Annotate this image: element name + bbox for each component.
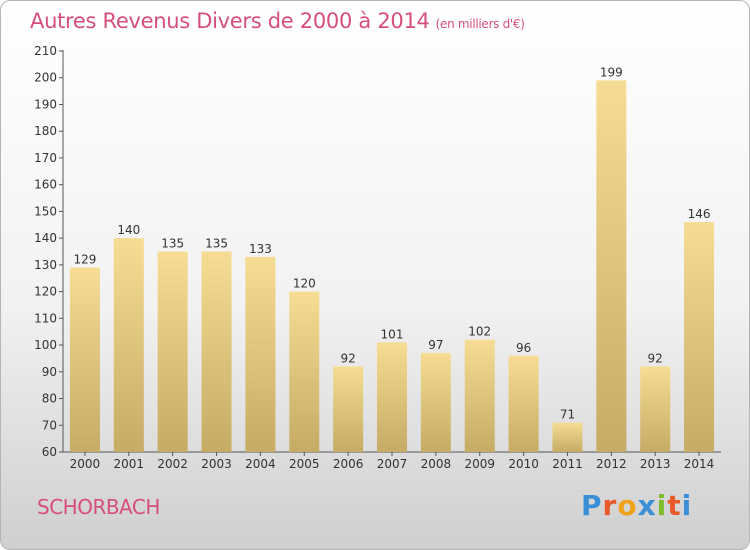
x-tick-label: 2001	[114, 457, 145, 471]
y-tick-label: 190	[34, 97, 57, 111]
x-tick-label: 2003	[201, 457, 232, 471]
y-tick-label: 170	[34, 151, 57, 165]
y-tick-label: 140	[34, 231, 57, 245]
logo-letter: i	[656, 489, 668, 522]
y-tick-label: 210	[34, 44, 57, 58]
x-tick-label: 2002	[157, 457, 188, 471]
x-tick-label: 2006	[333, 457, 364, 471]
bar	[552, 422, 583, 452]
data-label: 102	[468, 325, 491, 339]
x-tick-label: 2012	[596, 457, 627, 471]
town-name: SCHORBACH	[37, 495, 160, 519]
bar	[596, 80, 627, 452]
y-tick-label: 90	[42, 365, 57, 379]
bar	[420, 353, 451, 452]
logo-letter: o	[617, 489, 638, 522]
data-label: 101	[381, 327, 404, 341]
x-tick-label: 2000	[70, 457, 101, 471]
logo-letter: i	[681, 489, 693, 522]
logo-letter: P	[581, 489, 603, 522]
data-label: 129	[73, 253, 96, 267]
y-tick-label: 80	[42, 392, 57, 406]
chart-title-text: Autres Revenus Divers de 2000 à 2014	[30, 9, 430, 33]
x-tick-label: 2009	[464, 457, 495, 471]
bar	[377, 342, 407, 452]
logo-letter: r	[602, 489, 618, 522]
x-tick-label: 2007	[377, 457, 408, 471]
data-label: 133	[249, 242, 272, 256]
data-label: 199	[600, 65, 623, 79]
y-tick-label: 200	[34, 71, 57, 85]
proxiti-logo: Proxiti	[581, 489, 692, 522]
x-tick-label: 2010	[508, 457, 539, 471]
chart-title: Autres Revenus Divers de 2000 à 2014 (en …	[30, 9, 525, 33]
x-tick-label: 2008	[421, 457, 452, 471]
data-label: 96	[516, 341, 531, 355]
bar	[464, 339, 495, 452]
y-tick-label: 110	[34, 311, 57, 325]
data-label: 97	[428, 338, 443, 352]
y-tick-label: 130	[34, 258, 57, 272]
chart-unit: (en milliers d'€)	[435, 17, 525, 31]
data-label: 120	[293, 277, 316, 291]
logo-letter: t	[667, 489, 682, 522]
y-tick-label: 150	[34, 204, 57, 218]
bar	[157, 251, 188, 452]
data-label: 71	[560, 408, 575, 422]
bar	[245, 256, 276, 452]
data-label: 146	[688, 207, 711, 221]
y-tick-label: 180	[34, 124, 57, 138]
bar	[201, 251, 232, 452]
y-tick-label: 70	[42, 418, 57, 432]
data-label: 140	[117, 223, 140, 237]
data-label: 92	[340, 351, 355, 365]
bar	[508, 355, 539, 452]
x-tick-label: 2014	[684, 457, 715, 471]
bar	[69, 267, 100, 452]
logo-letter: x	[637, 489, 657, 522]
bar	[113, 238, 144, 452]
y-tick-label: 120	[34, 285, 57, 299]
y-tick-label: 100	[34, 338, 57, 352]
data-label: 135	[161, 237, 184, 251]
bar	[333, 366, 364, 452]
x-tick-label: 2011	[552, 457, 583, 471]
bar	[289, 291, 320, 452]
data-label: 135	[205, 237, 228, 251]
x-tick-label: 2013	[640, 457, 671, 471]
y-tick-label: 60	[42, 445, 57, 459]
x-tick-label: 2004	[245, 457, 276, 471]
data-label: 92	[648, 351, 663, 365]
x-tick-label: 2005	[289, 457, 320, 471]
bar	[684, 222, 715, 452]
y-tick-label: 160	[34, 178, 57, 192]
bar	[640, 366, 671, 452]
